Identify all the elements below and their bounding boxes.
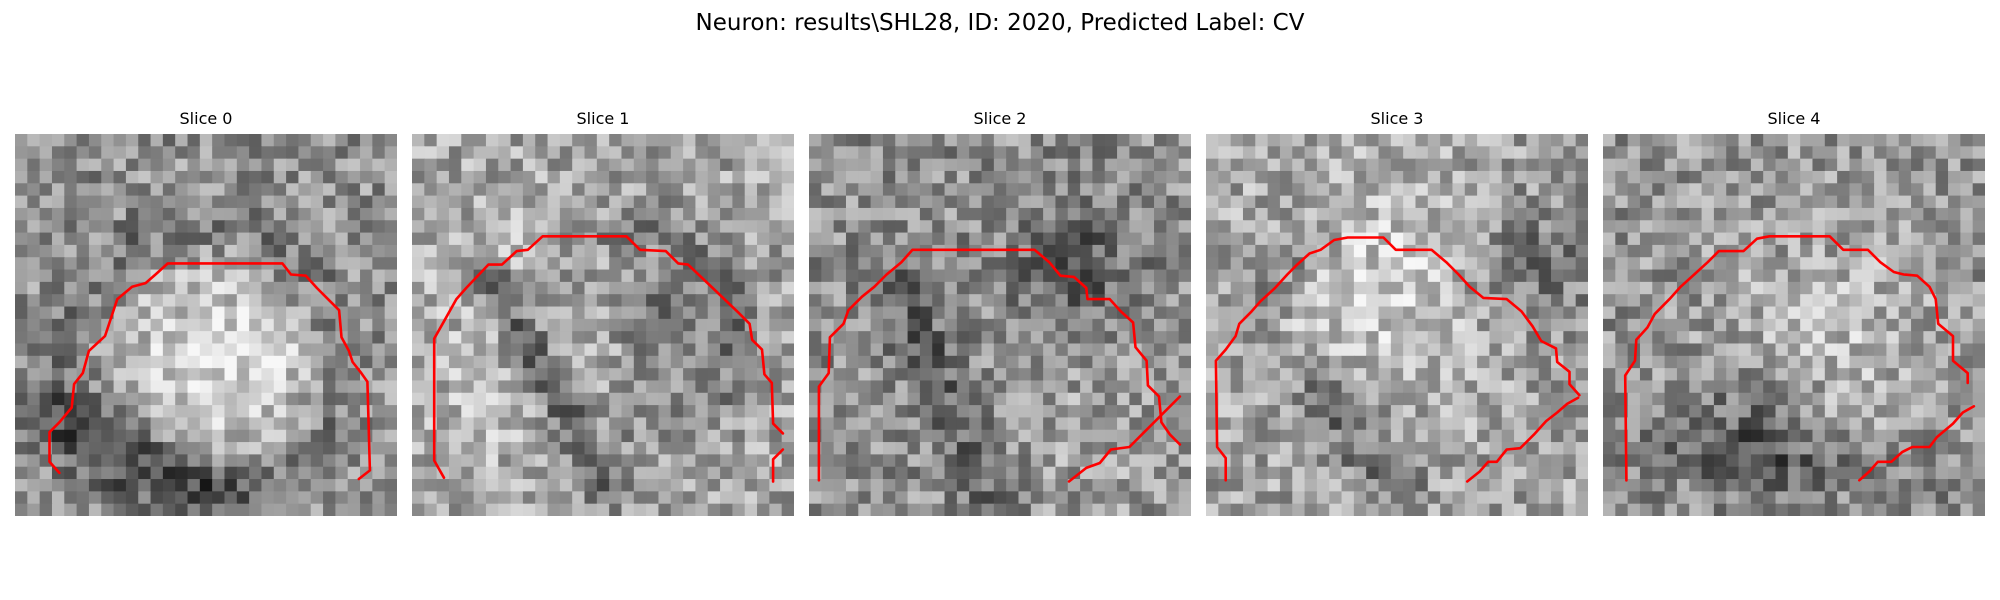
pixel-grid xyxy=(1206,134,1588,516)
slice-panel-4: Slice 4 xyxy=(1603,108,1985,520)
segmentation-contour xyxy=(1623,235,1970,482)
slice-image xyxy=(1206,134,1588,516)
slice-image xyxy=(15,134,397,516)
segmentation-contour xyxy=(817,248,1182,482)
segmentation-contour xyxy=(432,235,785,480)
segmentation-contour xyxy=(1857,404,1976,482)
slice-title: Slice 0 xyxy=(179,109,233,128)
slice-title: Slice 2 xyxy=(973,109,1027,128)
pixel-grid xyxy=(809,134,1191,516)
pixel-grid xyxy=(15,134,397,516)
segmentation-contour xyxy=(48,262,372,481)
slice-panel-0: Slice 0 xyxy=(15,108,397,520)
segmentation-contour xyxy=(1214,236,1581,482)
slice-image xyxy=(1603,134,1985,516)
slice-panel-1: Slice 1 xyxy=(412,108,794,520)
slice-panel-2: Slice 2 xyxy=(809,108,1191,520)
slice-image xyxy=(412,134,794,516)
slice-title: Slice 4 xyxy=(1767,109,1821,128)
slice-panel-3: Slice 3 xyxy=(1206,108,1588,520)
pixel-grid xyxy=(1603,134,1985,516)
slice-title: Slice 1 xyxy=(576,109,630,128)
figure-title: Neuron: results\SHL28, ID: 2020, Predict… xyxy=(695,10,1305,36)
segmentation-contour xyxy=(1465,396,1580,483)
pixel-grid xyxy=(412,134,794,516)
slice-title: Slice 3 xyxy=(1370,109,1424,128)
segmentation-contour xyxy=(771,448,785,483)
segmentation-contour xyxy=(1067,395,1182,483)
slice-image xyxy=(809,134,1191,516)
